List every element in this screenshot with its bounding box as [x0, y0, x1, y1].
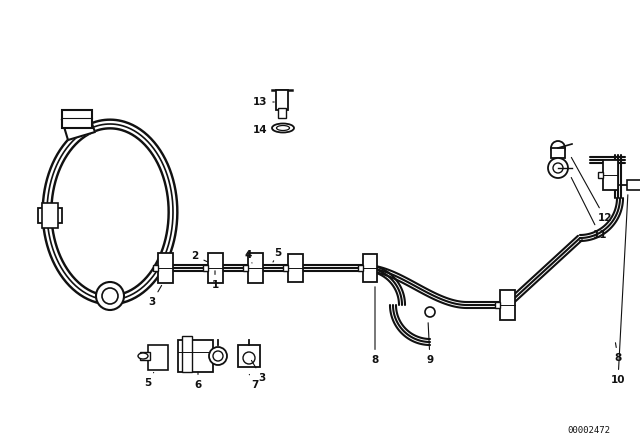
Bar — [182, 336, 192, 372]
Bar — [152, 265, 157, 271]
Text: 9: 9 — [426, 323, 433, 365]
Text: 12: 12 — [572, 157, 612, 223]
Bar — [358, 265, 363, 271]
Text: 00002472: 00002472 — [567, 426, 610, 435]
Bar — [178, 340, 213, 372]
Text: 11: 11 — [572, 177, 607, 240]
Circle shape — [551, 141, 565, 155]
Bar — [363, 254, 377, 282]
Text: 10: 10 — [611, 195, 628, 385]
Text: 5: 5 — [273, 248, 282, 262]
Text: 6: 6 — [195, 372, 202, 390]
Bar — [140, 352, 150, 360]
Circle shape — [243, 352, 255, 364]
Text: 7: 7 — [250, 375, 259, 390]
Bar — [276, 90, 288, 110]
Bar — [62, 110, 92, 128]
Circle shape — [553, 163, 563, 173]
Bar — [202, 265, 207, 271]
Circle shape — [102, 288, 118, 304]
Bar — [287, 254, 303, 282]
Ellipse shape — [272, 124, 294, 133]
Bar — [38, 208, 62, 223]
Text: 14: 14 — [253, 125, 273, 135]
Bar — [238, 345, 260, 367]
Circle shape — [213, 351, 223, 361]
Circle shape — [425, 307, 435, 317]
Text: 3: 3 — [148, 285, 162, 307]
Circle shape — [96, 282, 124, 310]
Bar — [278, 108, 286, 118]
Text: 5: 5 — [145, 372, 154, 388]
Bar — [627, 180, 640, 190]
Bar — [282, 265, 287, 271]
Bar — [495, 302, 499, 308]
Circle shape — [209, 347, 227, 365]
Text: 1: 1 — [211, 271, 219, 290]
Polygon shape — [62, 118, 95, 140]
Bar — [157, 253, 173, 283]
Bar — [248, 253, 262, 283]
Text: 8: 8 — [371, 287, 379, 365]
Bar — [42, 203, 58, 228]
Text: 3: 3 — [252, 360, 266, 383]
Bar — [148, 345, 168, 370]
Bar — [602, 160, 618, 190]
Circle shape — [548, 158, 568, 178]
Bar — [243, 265, 248, 271]
Bar — [207, 253, 223, 283]
Text: 8: 8 — [614, 343, 621, 363]
Ellipse shape — [138, 353, 148, 359]
Bar — [499, 290, 515, 320]
Bar — [598, 172, 602, 178]
Text: 4: 4 — [244, 250, 252, 263]
Text: 2: 2 — [191, 251, 207, 262]
Bar — [551, 148, 565, 158]
Text: 13: 13 — [253, 97, 274, 107]
